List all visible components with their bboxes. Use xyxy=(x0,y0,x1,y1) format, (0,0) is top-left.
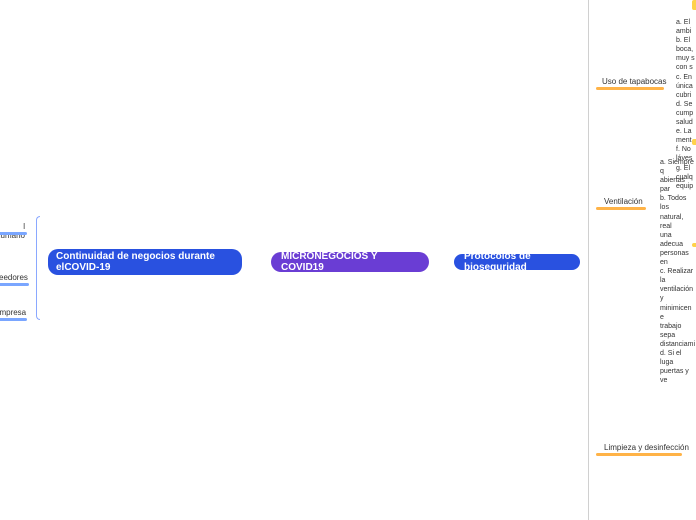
right-sub-underline xyxy=(596,207,646,210)
left-sub-underline xyxy=(0,232,27,235)
left-primary-node[interactable]: Continuidad de negocios durante elCOVID-… xyxy=(48,249,242,275)
left-sub-label[interactable]: veedores xyxy=(0,273,27,282)
right-sub-underline xyxy=(596,87,664,90)
left-bracket xyxy=(36,216,40,320)
central-node[interactable]: MICRONEGOCIOS Y COVID19 xyxy=(271,252,429,272)
right-sub-label[interactable]: Ventilación xyxy=(604,197,643,206)
left-sub-underline xyxy=(0,283,29,286)
yellow-edge xyxy=(692,243,696,247)
central-label: MICRONEGOCIOS Y COVID19 xyxy=(281,251,419,273)
left-sub-underline xyxy=(0,318,27,321)
detail-ventilacion: a. Siempre qabiertas parb. Todos losnatu… xyxy=(660,158,696,385)
right-sub-label[interactable]: Limpieza y desinfección xyxy=(604,443,689,452)
right-primary-label: Protocolos de bioseguridad xyxy=(464,251,570,273)
left-sub-label[interactable]: l humano xyxy=(0,222,25,240)
left-primary-label: Continuidad de negocios durante elCOVID-… xyxy=(56,251,234,273)
yellow-edge xyxy=(692,0,696,10)
yellow-edge xyxy=(692,139,696,145)
right-sub-underline xyxy=(596,453,682,456)
right-primary-node[interactable]: Protocolos de bioseguridad xyxy=(454,254,580,270)
vertical-divider xyxy=(588,0,589,520)
right-sub-label[interactable]: Uso de tapabocas xyxy=(602,77,667,86)
left-sub-label[interactable]: empresa xyxy=(0,308,25,317)
